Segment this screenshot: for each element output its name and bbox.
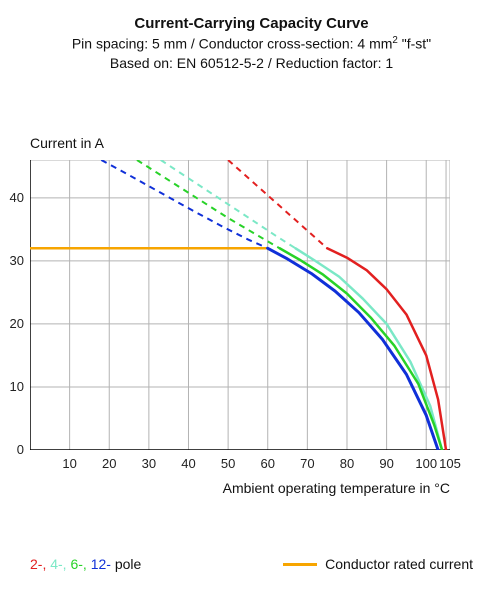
axis-tick: 40 bbox=[181, 456, 195, 471]
legend-pole: 6-, bbox=[67, 556, 87, 572]
axis-tick: 105 bbox=[439, 456, 461, 471]
legend: 2-, 4-, 6-, 12- pole Conductor rated cur… bbox=[30, 556, 473, 572]
legend-pole: 12- bbox=[87, 556, 111, 572]
chart-subtitle-1: Pin spacing: 5 mm / Conductor cross-sect… bbox=[0, 34, 503, 54]
axis-tick: 60 bbox=[261, 456, 275, 471]
figure-container: Current-Carrying Capacity Curve Pin spac… bbox=[0, 0, 503, 590]
chart-area bbox=[30, 160, 450, 450]
rated-swatch bbox=[283, 563, 317, 566]
axis-tick: 90 bbox=[379, 456, 393, 471]
chart-title: Current-Carrying Capacity Curve bbox=[0, 14, 503, 34]
legend-pole: 2-, bbox=[30, 556, 46, 572]
legend-rated-label: Conductor rated current bbox=[325, 556, 473, 572]
title-block: Current-Carrying Capacity Curve Pin spac… bbox=[0, 0, 503, 73]
axis-tick: 30 bbox=[0, 253, 24, 268]
chart-svg bbox=[30, 160, 450, 450]
chart-subtitle-2: Based on: EN 60512-5-2 / Reduction facto… bbox=[0, 54, 503, 73]
legend-pole-colors: 2-, 4-, 6-, 12- pole bbox=[30, 556, 141, 572]
axis-tick: 10 bbox=[62, 456, 76, 471]
axis-tick: 20 bbox=[102, 456, 116, 471]
axis-tick: 10 bbox=[0, 379, 24, 394]
legend-pole-suffix: pole bbox=[111, 556, 141, 572]
legend-pole: 4-, bbox=[46, 556, 66, 572]
y-axis-label: Current in A bbox=[30, 135, 104, 151]
axis-tick: 40 bbox=[0, 190, 24, 205]
axis-tick: 70 bbox=[300, 456, 314, 471]
axis-tick: 20 bbox=[0, 316, 24, 331]
legend-rated-current: Conductor rated current bbox=[283, 556, 473, 572]
axis-tick: 80 bbox=[340, 456, 354, 471]
x-axis-label: Ambient operating temperature in °C bbox=[150, 480, 450, 496]
axis-tick: 30 bbox=[142, 456, 156, 471]
axis-tick: 50 bbox=[221, 456, 235, 471]
axis-tick: 0 bbox=[0, 442, 24, 457]
axis-tick: 100 bbox=[415, 456, 437, 471]
